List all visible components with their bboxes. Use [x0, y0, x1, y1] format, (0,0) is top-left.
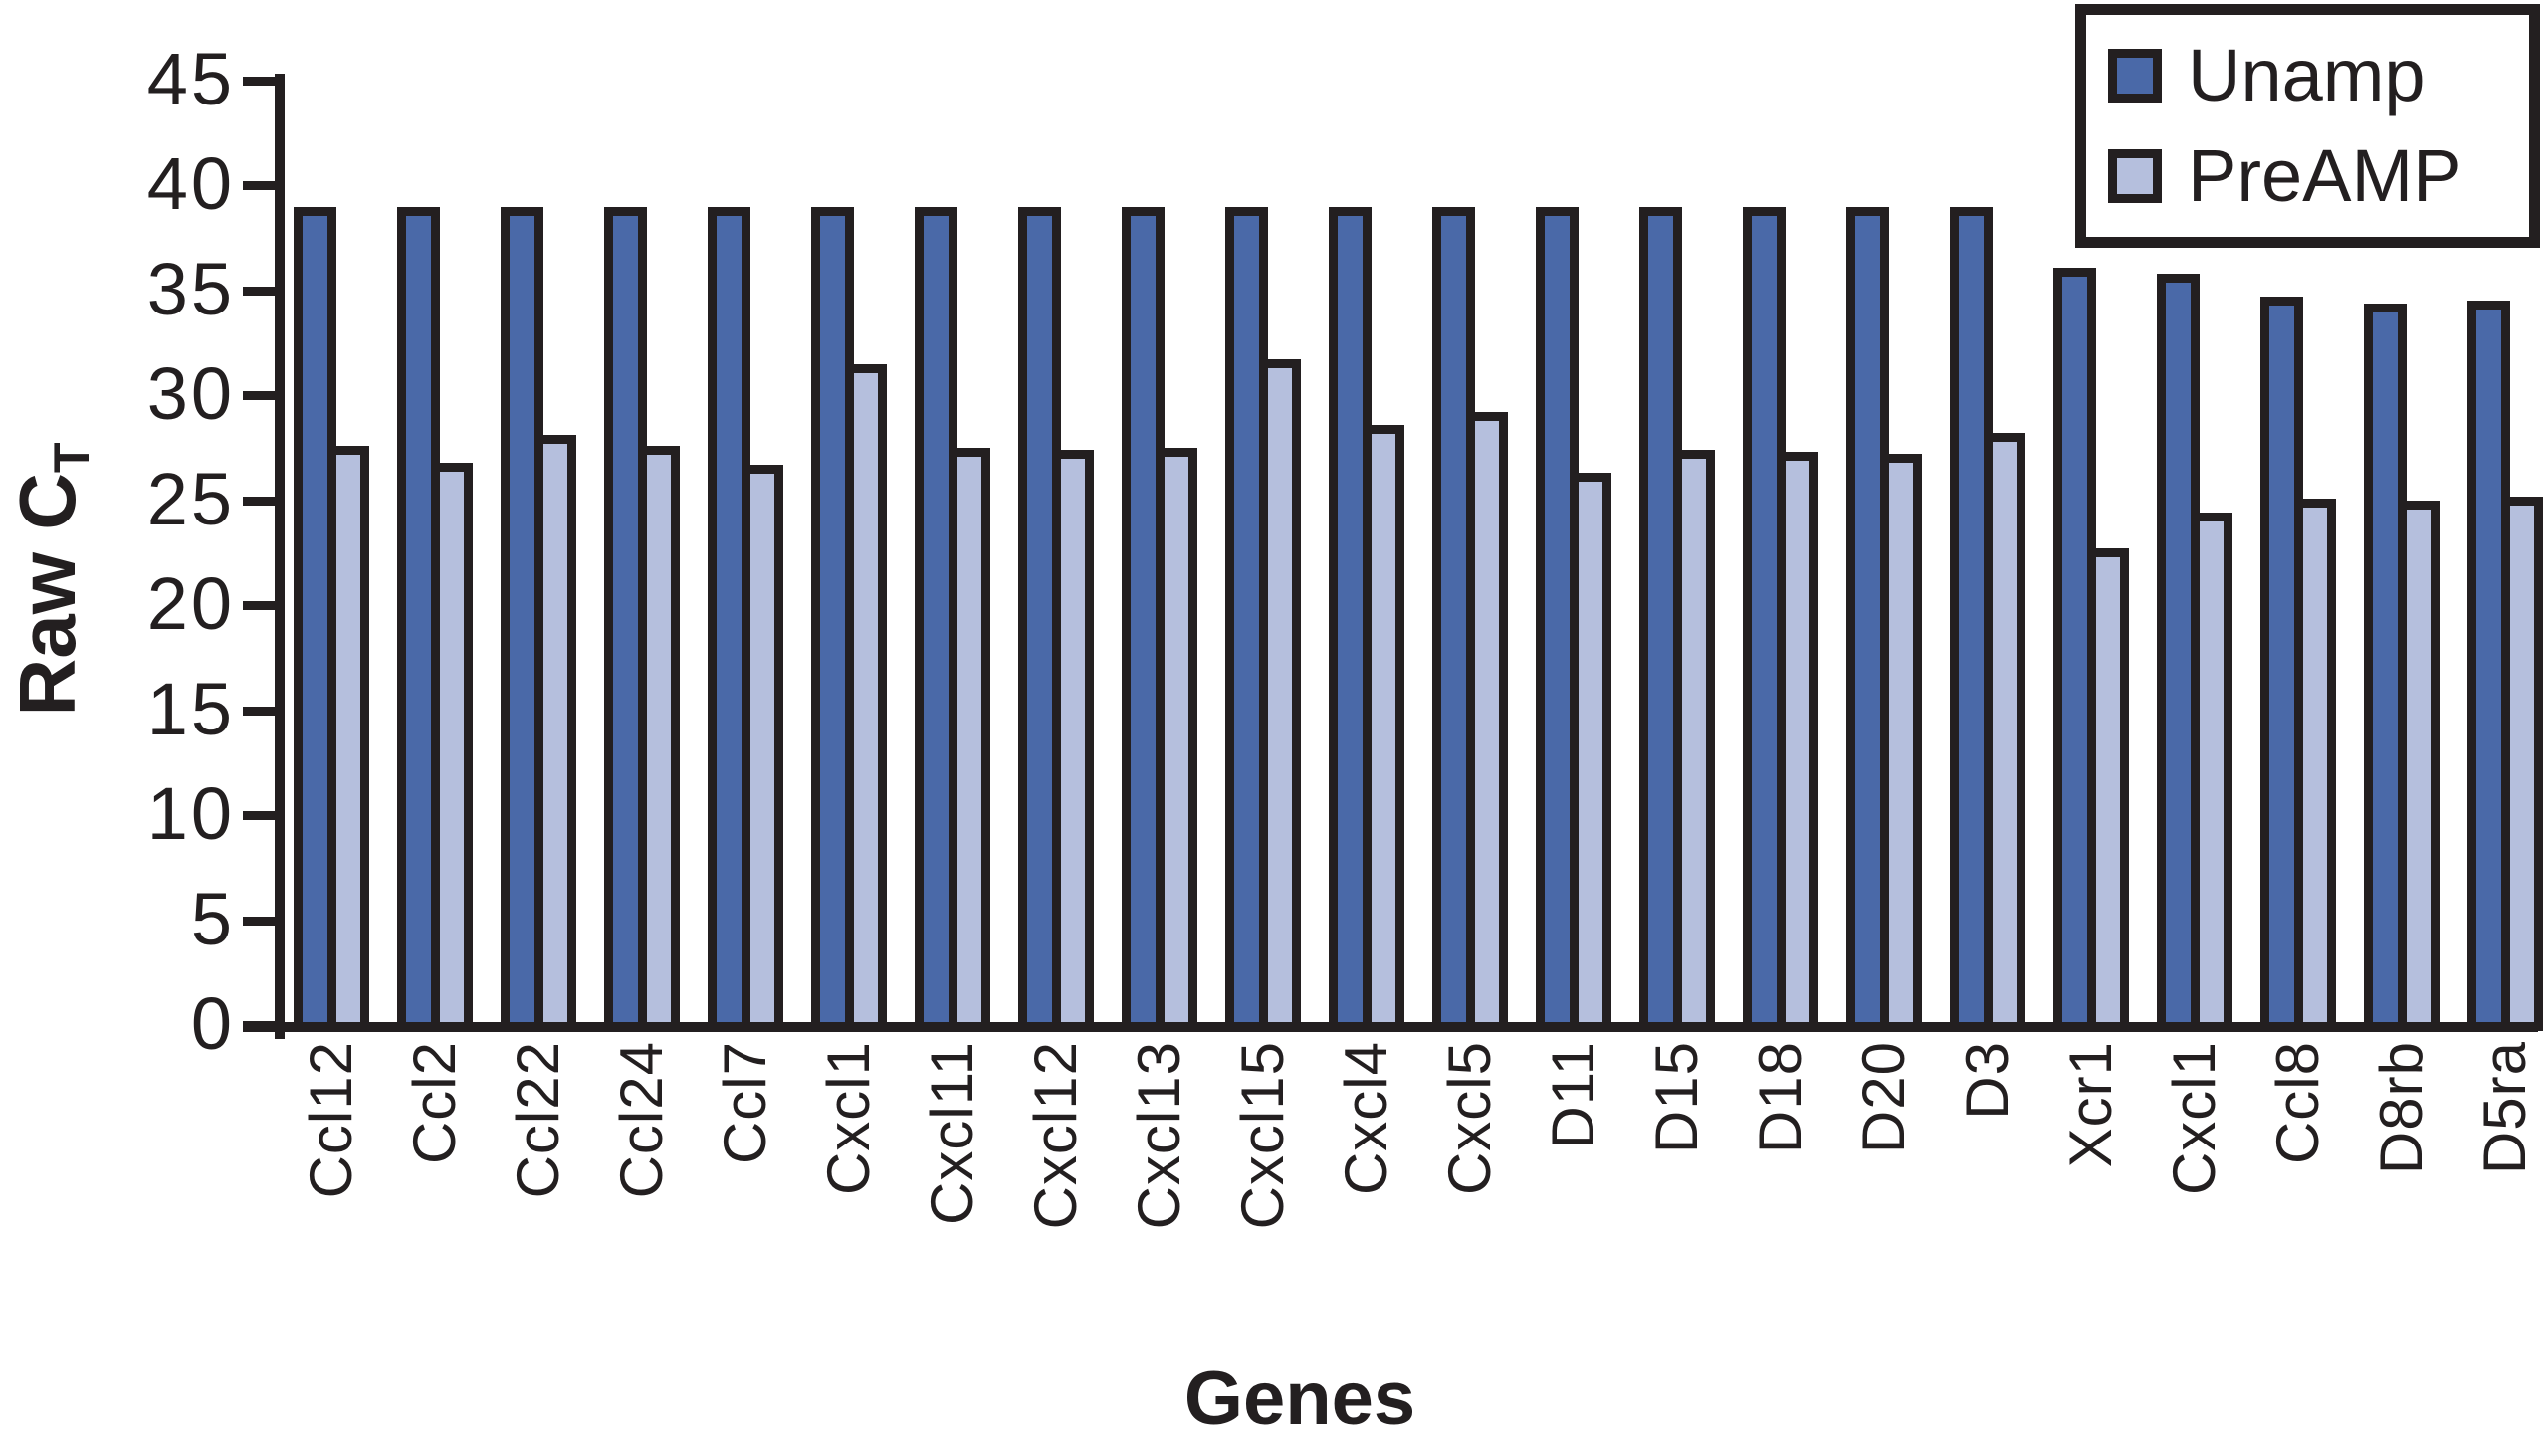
y-tick-45 [243, 77, 275, 86]
x-label-Ccl7-4: Ccl7 [712, 1041, 778, 1165]
x-label-Cxcl11-6: Cxcl11 [919, 1041, 985, 1225]
legend-label-unamp: Unamp [2188, 34, 2426, 117]
y-tick-0 [243, 1021, 275, 1030]
y-tick-label-30: 30 [146, 352, 235, 436]
bar-preamp-D15-13 [1673, 450, 1715, 1031]
preamp-swatch-icon [2108, 148, 2162, 203]
bar-preamp-D18-14 [1777, 452, 1818, 1031]
legend-label-preamp: PreAMP [2188, 133, 2462, 217]
y-tick-40 [243, 181, 275, 191]
x-label-Ccl8-19: Ccl8 [2264, 1041, 2331, 1165]
bar-preamp-D3-16 [1984, 433, 2025, 1031]
x-label-Xcr1-17: Xcr1 [2057, 1041, 2124, 1168]
unamp-swatch-icon [2108, 49, 2162, 104]
y-tick-label-40: 40 [146, 142, 235, 226]
bar-preamp-Cxcl11-6 [949, 448, 990, 1031]
bar-preamp-D5ra-21 [2501, 496, 2543, 1031]
legend-item-preamp: PreAMP [2108, 133, 2529, 217]
x-label-Ccl12-0: Ccl12 [298, 1041, 364, 1199]
x-label-Cxcl13-8: Cxcl13 [1126, 1041, 1192, 1230]
x-label-Cxcl1-5: Cxcl1 [815, 1041, 882, 1196]
y-tick-label-35: 35 [146, 247, 235, 330]
y-tick-30 [243, 391, 275, 401]
x-label-D20-15: D20 [1850, 1041, 1917, 1154]
bar-preamp-Ccl24-3 [638, 445, 680, 1031]
x-label-D15-13: D15 [1643, 1041, 1710, 1154]
bar-preamp-Cxcl13-8 [1156, 448, 1197, 1031]
bar-preamp-Ccl12-0 [327, 445, 369, 1031]
y-tick-20 [243, 601, 275, 611]
x-label-Cxcl15-9: Cxcl15 [1229, 1041, 1296, 1230]
bar-preamp-D20-15 [1880, 454, 1922, 1031]
y-tick-label-25: 25 [146, 457, 235, 540]
y-tick-label-45: 45 [146, 38, 235, 120]
y-tick-label-10: 10 [146, 772, 235, 856]
y-tick-35 [243, 286, 275, 296]
y-tick-5 [243, 916, 275, 926]
bar-preamp-Ccl7-4 [742, 464, 783, 1031]
x-label-Cxcl12-7: Cxcl12 [1022, 1041, 1089, 1230]
x-label-D8rb-20: D8rb [2368, 1041, 2435, 1175]
x-label-D18-14: D18 [1747, 1041, 1813, 1154]
x-label-D11-12: D11 [1540, 1041, 1606, 1149]
bar-preamp-Cxcl5-11 [1466, 412, 1508, 1031]
bar-preamp-Cxcl1-18 [2191, 513, 2232, 1031]
bar-preamp-Cxcl4-10 [1363, 424, 1404, 1031]
x-label-Cxcl1-18: Cxcl1 [2161, 1041, 2228, 1196]
bar-preamp-Ccl8-19 [2294, 498, 2336, 1031]
x-label-Cxcl5-11: Cxcl5 [1436, 1041, 1503, 1196]
bar-preamp-D11-12 [1570, 473, 1611, 1031]
bar-preamp-Xcr1-17 [2087, 548, 2129, 1031]
x-label-D5ra-21: D5ra [2471, 1041, 2538, 1175]
x-label-D3-16: D3 [1954, 1041, 2020, 1120]
y-tick-label-20: 20 [146, 562, 235, 646]
bar-preamp-D8rb-20 [2398, 500, 2440, 1031]
y-tick-25 [243, 496, 275, 506]
y-tick-label-0: 0 [190, 982, 235, 1065]
x-label-Ccl22-2: Ccl22 [505, 1041, 571, 1199]
x-axis-title: Genes [1183, 1356, 1416, 1441]
legend: Unamp PreAMP [2075, 4, 2540, 248]
y-tick-15 [243, 706, 275, 716]
y-tick-10 [243, 811, 275, 821]
bar-preamp-Cxcl1-5 [845, 363, 887, 1031]
x-label-Cxcl4-10: Cxcl4 [1333, 1041, 1399, 1196]
legend-item-unamp: Unamp [2108, 37, 2529, 114]
x-label-Ccl24-3: Ccl24 [608, 1041, 675, 1199]
x-label-Ccl2-1: Ccl2 [401, 1041, 468, 1165]
y-tick-label-5: 5 [190, 877, 235, 960]
y-tick-label-15: 15 [146, 667, 235, 750]
bar-preamp-Ccl22-2 [534, 435, 576, 1031]
bar-preamp-Cxcl12-7 [1052, 450, 1094, 1031]
bar-preamp-Cxcl15-9 [1259, 359, 1301, 1031]
y-axis-line [275, 74, 285, 1039]
bar-preamp-Ccl2-1 [431, 462, 473, 1031]
